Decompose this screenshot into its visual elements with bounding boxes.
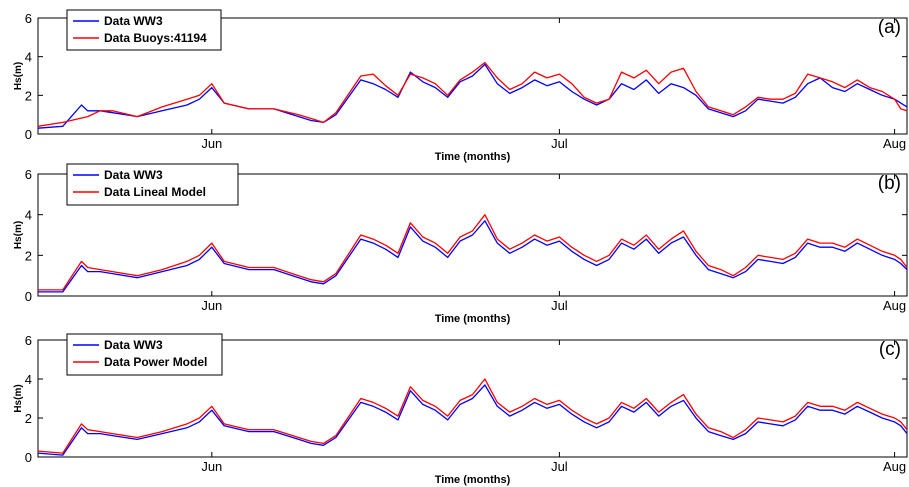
- series-line-comparison: [37, 61, 908, 127]
- legend-box: [66, 9, 222, 51]
- series-line-comparison: [38, 214, 908, 291]
- y-axis-label: Hs(m): [13, 384, 24, 412]
- chart-panel-2: 0 2 4 6 Jun Jul Aug Time (months) Hs(m) (b) Data W…: [13, 163, 908, 325]
- legend-entry: Data Power Model: [104, 355, 207, 369]
- panel-label: (a): [878, 17, 901, 38]
- x-tick-label: Jun: [201, 459, 222, 474]
- y-tick-label: 2: [25, 248, 32, 263]
- y-tick-label: 2: [25, 88, 32, 103]
- legend-box: [66, 333, 223, 376]
- series-line-ww3: [37, 63, 908, 129]
- y-tick-label: 4: [25, 372, 32, 387]
- y-axis-label: Hs(m): [13, 221, 24, 249]
- legend-entry: Data Buoys:41194: [104, 31, 207, 45]
- plot-area: [37, 173, 908, 297]
- legend: Data WW3 Data Power Model: [66, 333, 223, 376]
- x-tick-label: Jun: [201, 298, 222, 313]
- y-tick-label: 6: [25, 333, 32, 348]
- x-axis-label: Time (months): [435, 313, 511, 325]
- x-tick-label: Aug: [883, 459, 906, 474]
- legend-entry: Data WW3: [104, 338, 163, 352]
- y-axis-label: Hs(m): [13, 62, 24, 90]
- x-tick-label: Aug: [883, 136, 906, 151]
- legend: Data WW3 Data Buoys:41194: [66, 9, 222, 51]
- x-tick-label: Jun: [201, 136, 222, 151]
- x-tick-label: Aug: [883, 298, 906, 313]
- legend-box: [66, 163, 239, 206]
- y-tick-label: 4: [25, 50, 32, 65]
- x-tick-label: Jul: [551, 136, 568, 151]
- chart-panel-3: 0 2 4 6 Jun Jul Aug Time (months) Hs(m) (c) Data W…: [13, 333, 908, 486]
- series-line-comparison: [37, 378, 908, 454]
- legend: Data WW3 Data Lineal Model: [66, 163, 239, 206]
- y-tick-label: 2: [25, 411, 32, 426]
- panel-label: (b): [878, 173, 901, 194]
- y-tick-label: 6: [25, 167, 32, 182]
- series-line-ww3: [37, 384, 908, 456]
- x-tick-label: Jul: [551, 298, 568, 313]
- plot-area: [37, 339, 908, 458]
- legend-entry: Data WW3: [104, 14, 163, 28]
- chart-panel-1: 0 2 4 6 Jun Jul Aug Time (months) Hs(m) (a) Data W…: [13, 9, 908, 163]
- y-tick-label: 0: [25, 450, 32, 465]
- x-axis-label: Time (months): [435, 474, 511, 486]
- series-line-ww3: [38, 220, 908, 293]
- legend-entry: Data Lineal Model: [104, 185, 206, 199]
- plot-area: [37, 17, 908, 135]
- y-tick-label: 4: [25, 208, 32, 223]
- x-axis-label: Time (months): [435, 151, 511, 163]
- y-tick-label: 0: [25, 289, 32, 304]
- x-tick-label: Jul: [551, 459, 568, 474]
- y-tick-label: 6: [25, 11, 32, 26]
- legend-entry: Data WW3: [104, 168, 163, 182]
- panel-label: (c): [879, 339, 901, 360]
- y-tick-label: 0: [25, 127, 32, 142]
